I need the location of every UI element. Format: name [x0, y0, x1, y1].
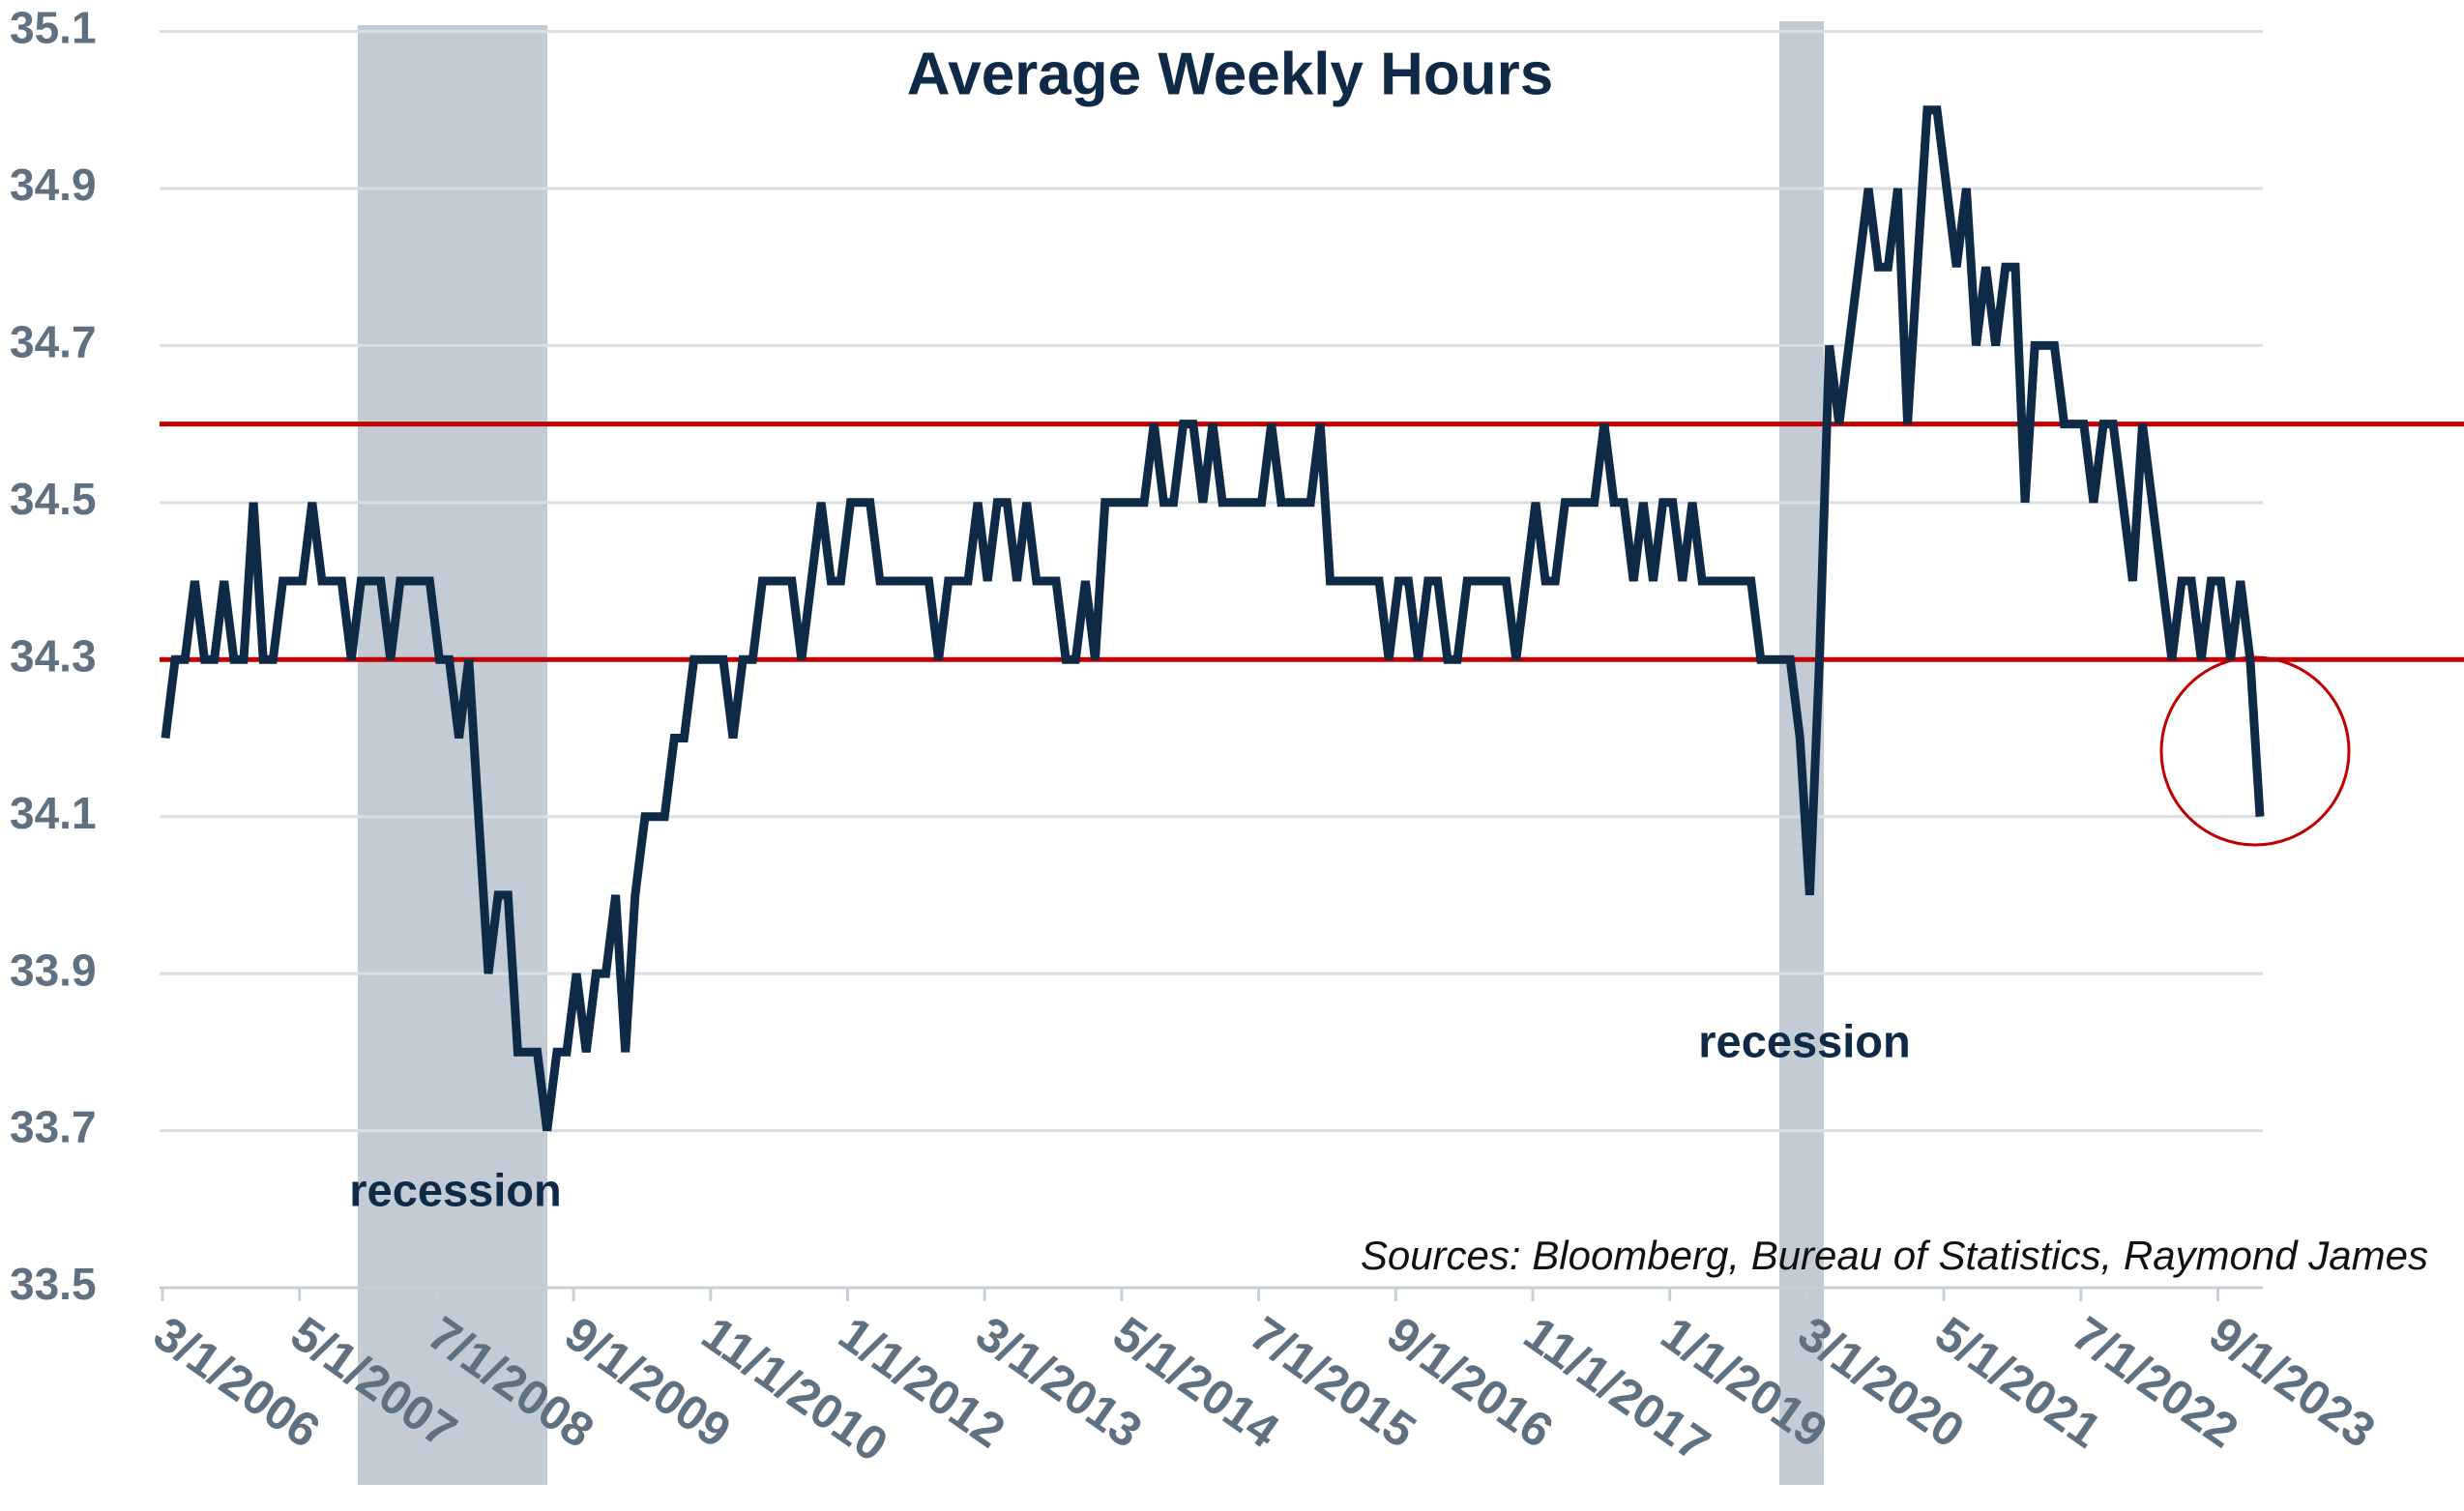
chart-title: Average Weekly Hours — [907, 41, 1554, 107]
y-tick-label: 33.9 — [10, 944, 97, 995]
y-tick-label: 34.7 — [10, 317, 97, 367]
y-tick-label: 33.7 — [10, 1102, 97, 1152]
y-tick-label: 34.3 — [10, 630, 97, 681]
annotation: recession — [349, 1164, 561, 1215]
y-tick-label: 34.1 — [10, 788, 97, 838]
y-tick-label: 35.1 — [10, 3, 97, 53]
y-tick-label: 34.9 — [10, 160, 97, 210]
source-note: Sources: Bloomberg, Bureau of Statistics… — [1361, 1233, 2428, 1278]
data-line — [161, 105, 2265, 1132]
y-tick-label: 34.5 — [10, 474, 97, 524]
y-tick-label: 33.5 — [10, 1259, 97, 1309]
annotation: recession — [1698, 1015, 1910, 1066]
recession-band — [358, 25, 547, 1485]
